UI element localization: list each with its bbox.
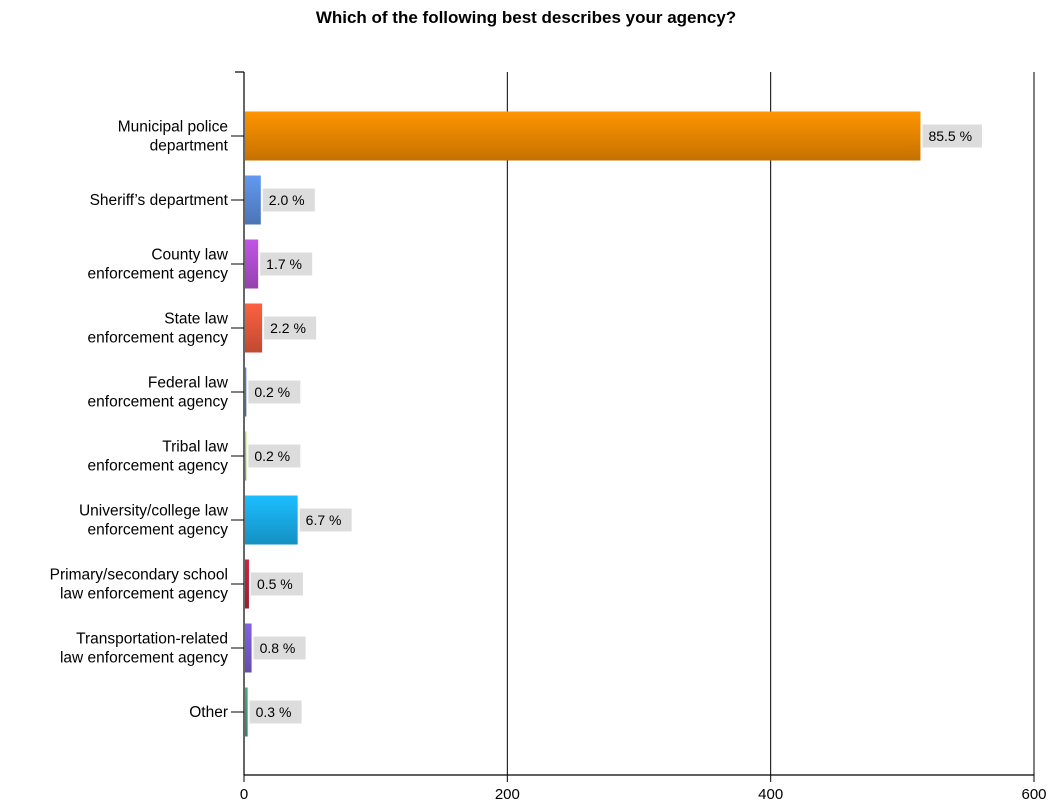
- bar: [245, 623, 252, 673]
- category-label: County law enforcement agency: [88, 247, 229, 283]
- data-label: 85.5 %: [928, 128, 972, 144]
- category-label-line: County law: [151, 247, 228, 264]
- category-label-line: enforcement agency: [88, 394, 229, 411]
- data-label-bg: [264, 316, 317, 340]
- data-label: 1.7 %: [266, 256, 302, 272]
- data-label-bg: [260, 252, 313, 276]
- category-label-line: Municipal police: [118, 119, 228, 136]
- category-label: Tribal law enforcement agency: [88, 439, 229, 475]
- category-label: State law enforcement agency: [88, 311, 229, 347]
- category-label: University/college law enforcement agency: [79, 503, 229, 539]
- category-label-line: law enforcement agency: [60, 586, 228, 603]
- category-label-line: Primary/secondary school: [50, 567, 228, 584]
- bar: [245, 239, 259, 289]
- data-label-bg: [248, 380, 301, 404]
- bar: [245, 687, 248, 737]
- bar: [245, 175, 261, 225]
- category-label: Municipal police department: [118, 119, 229, 155]
- data-label-bg: [299, 508, 352, 532]
- data-label-bg: [248, 444, 301, 468]
- category-label-line: Tribal law: [162, 439, 229, 456]
- category-label: Transportation-related law enforcement ag…: [60, 631, 228, 667]
- data-label: 2.0 %: [269, 192, 305, 208]
- x-tick-label: 200: [495, 786, 520, 803]
- data-label-bg: [249, 700, 302, 724]
- x-tick-label: 0: [240, 786, 248, 803]
- data-label-bg: [253, 636, 306, 660]
- data-label: 6.7 %: [306, 512, 342, 528]
- data-label: 0.8 %: [260, 640, 296, 656]
- category-label-line: enforcement agency: [88, 522, 229, 539]
- bar: [245, 495, 298, 545]
- category-label-line: enforcement agency: [88, 330, 229, 347]
- chart-title: Which of the following best describes yo…: [315, 8, 737, 27]
- category-label-line: Transportation-related: [76, 631, 228, 648]
- x-tick-label: 400: [758, 786, 783, 803]
- category-label: Primary/secondary school law enforcement …: [50, 567, 229, 603]
- data-label-bg: [262, 188, 315, 212]
- category-label-line: enforcement agency: [88, 458, 229, 475]
- data-label: 2.2 %: [270, 320, 306, 336]
- data-label: 0.3 %: [256, 704, 292, 720]
- category-label-line: enforcement agency: [88, 266, 229, 283]
- category-label: Federal law enforcement agency: [88, 375, 229, 411]
- bar: [245, 111, 921, 161]
- category-label-line: law enforcement agency: [60, 650, 228, 667]
- category-label-line: Federal law: [148, 375, 229, 392]
- data-label: 0.2 %: [254, 448, 290, 464]
- category-label-line: Other: [189, 704, 228, 721]
- bar: [245, 559, 249, 609]
- category-label-line: State law: [164, 311, 229, 328]
- data-label-bg: [922, 124, 983, 148]
- category-label-line: Sheriff’s department: [90, 192, 229, 209]
- category-label-line: department: [150, 138, 229, 155]
- data-label: 0.5 %: [257, 576, 293, 592]
- category-label-line: University/college law: [79, 503, 229, 520]
- data-label: 0.2 %: [254, 384, 290, 400]
- bar: [245, 303, 263, 353]
- bar: [245, 367, 247, 417]
- category-label: Sheriff’s department: [90, 192, 229, 209]
- category-label: Other: [189, 704, 228, 721]
- x-tick-label: 600: [1021, 786, 1046, 803]
- bar: [245, 431, 247, 481]
- data-label-bg: [250, 572, 303, 596]
